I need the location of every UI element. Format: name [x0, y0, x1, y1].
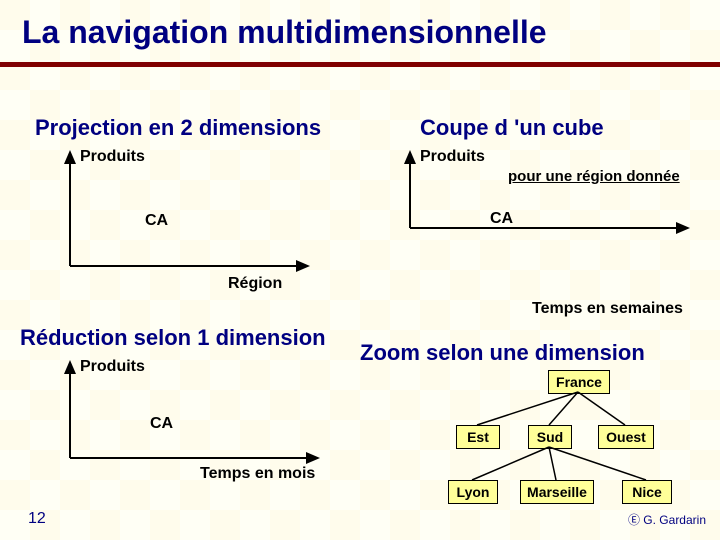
page-number: 12 [28, 510, 46, 528]
credit: Ⓔ G. Gardarin [628, 511, 706, 528]
tree-connectors [0, 0, 720, 540]
